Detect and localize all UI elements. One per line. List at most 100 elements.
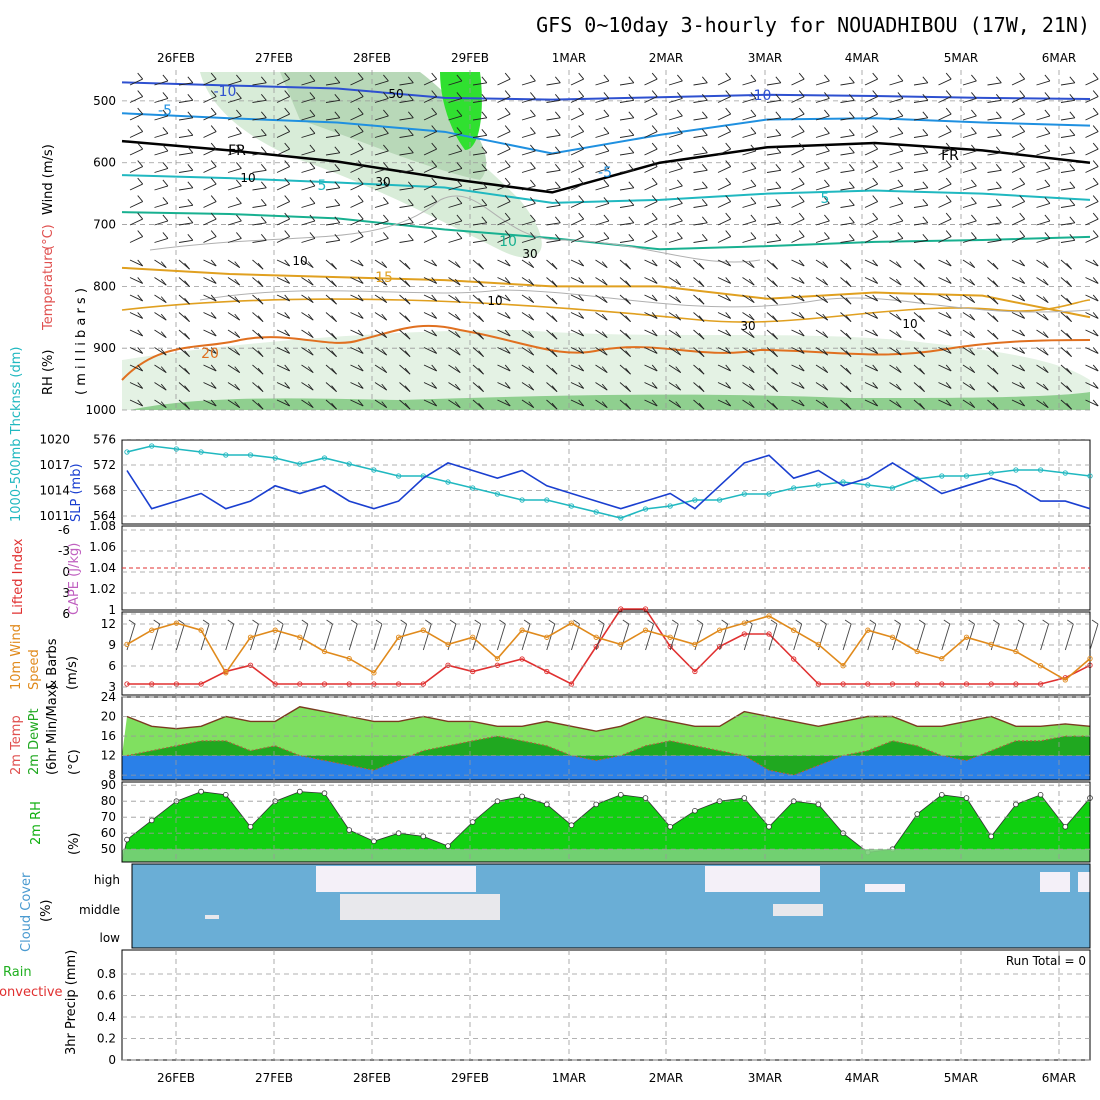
temp-ylabel: 2m Temp 2m DewPt (6hr Min/Max) (°C) [9, 685, 82, 775]
wind-barb-10m [126, 623, 136, 651]
wind-barb [227, 185, 242, 191]
bottom-x-tick-label: 28FEB [353, 1071, 391, 1085]
wind-barb [374, 294, 387, 304]
wind-barb [528, 296, 535, 303]
wind-barb [227, 364, 240, 374]
wind-barb [551, 367, 558, 375]
wind-barb [945, 212, 952, 220]
wind-barb [644, 201, 658, 208]
wind-barb [995, 181, 1002, 189]
wind-barb [595, 80, 610, 86]
wind-barb [872, 312, 879, 319]
wind-barb [478, 315, 484, 322]
wind-barb [210, 195, 217, 202]
wind-barb [137, 399, 144, 407]
wind-barb [1019, 347, 1026, 354]
wind-barb [701, 129, 708, 136]
wind-barb [334, 199, 341, 206]
contour-label: -10 [214, 84, 237, 100]
wind-barb-10m [669, 623, 679, 651]
wind-barb [257, 350, 264, 357]
wind-barb [129, 218, 143, 226]
rh2m-point [815, 801, 822, 808]
wind-barb [913, 82, 928, 86]
wind-barb [651, 382, 658, 389]
wind-barb [423, 113, 437, 121]
wind-barb [178, 82, 193, 86]
wind-barb [668, 150, 683, 156]
wind-barb [701, 216, 708, 224]
wind-tick-label: 9 [108, 638, 116, 652]
wind-barb [331, 385, 337, 392]
wind-barb [1092, 160, 1099, 167]
wind-barb [698, 367, 705, 375]
wind-barb [913, 222, 928, 226]
wind-barb [521, 294, 534, 304]
rh-shade-region [440, 72, 482, 150]
wind-ylabel: 10m Wind Speed & Barbs (m/s) [9, 624, 80, 690]
wind-barb [742, 80, 757, 86]
wind-barb [798, 382, 805, 389]
wind-barb [546, 204, 561, 208]
wind-barb [775, 76, 782, 84]
wind-barb [701, 199, 708, 206]
wind-barb [350, 277, 364, 284]
wind-barb [162, 127, 169, 134]
wind-barb [628, 216, 635, 224]
wind-barb [1085, 277, 1099, 284]
wind-barb [1042, 296, 1049, 303]
wind-barb [815, 237, 830, 243]
lifted-index-point [544, 668, 550, 675]
wind-barb [651, 90, 658, 97]
wind-barb [399, 82, 414, 86]
wind-barb [644, 399, 658, 407]
wind-barb [625, 297, 631, 305]
wind-barb [1011, 218, 1025, 226]
wind-barb-10m [645, 623, 654, 651]
wind-barb [791, 131, 805, 138]
wind-barb [284, 212, 291, 220]
wind-barb [945, 347, 952, 354]
wind-barb [210, 230, 217, 237]
wind-barb [750, 214, 757, 222]
wind-barb [129, 78, 143, 86]
wind-barb [864, 113, 878, 121]
wind-barb [431, 142, 438, 150]
wind-barb [137, 382, 144, 389]
wind-barb [431, 259, 438, 267]
wind-barb [601, 383, 608, 391]
wind-barb [454, 366, 461, 373]
rh2m-point [346, 827, 353, 833]
wind-barb [184, 402, 190, 410]
wind-barb [528, 261, 535, 268]
wind-barb-10m [301, 619, 309, 625]
wind-barb [276, 347, 290, 354]
wind-barb [350, 201, 364, 208]
wind-barb [889, 167, 904, 173]
wind-barb [309, 74, 316, 82]
wind-barb [530, 127, 536, 134]
wind-barb [381, 383, 388, 391]
wind-barb [257, 332, 264, 340]
wind-barb-10m [1089, 623, 1099, 651]
wind-barb [748, 383, 755, 391]
wind-barb [301, 277, 314, 286]
wind-barb [137, 72, 144, 80]
wind-barb [913, 239, 928, 243]
wind-barb [129, 166, 143, 173]
wind-barb [1044, 74, 1051, 82]
wind-barb [1066, 262, 1072, 270]
wind-barb [578, 107, 585, 115]
slp-ylabel: 1000-500mb Thcknss (dm) SLP (mb) [9, 347, 84, 522]
wind-barb [1019, 195, 1026, 202]
wind-barb [546, 169, 561, 173]
wind-barb-10m [178, 619, 185, 625]
wind-barb [554, 181, 561, 189]
wind-barb [848, 164, 855, 171]
wind-barb [668, 259, 681, 269]
wind-barb [897, 162, 904, 169]
wind-barb [407, 111, 414, 119]
wind-barb-10m [521, 623, 531, 651]
wind-barb [472, 82, 487, 86]
